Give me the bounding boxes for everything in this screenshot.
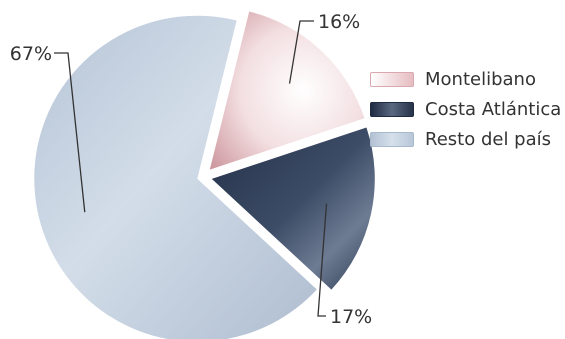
legend-label-resto-del-pais: Resto del país [425, 128, 551, 150]
pie-label-resto-del-pais: 67% [10, 43, 52, 65]
legend-item-resto-del-pais: Resto del país [370, 124, 561, 154]
pie-slice-montelibano [209, 11, 365, 170]
legend-swatch-resto-del-pais [370, 131, 414, 147]
leader-line-resto-del-pais [54, 52, 86, 213]
legend-label-costa-atlantica: Costa Atlántica [425, 98, 562, 120]
legend-swatch-costa-atlantica [370, 101, 414, 117]
pie-slice-resto-del-pais [34, 15, 317, 339]
legend-item-costa-atlantica: Costa Atlántica [370, 94, 561, 124]
legend: Montelibano Costa Atlántica Resto del pa… [370, 64, 561, 154]
pie-label-costa-atlantica: 17% [330, 306, 372, 328]
pie-label-montelibano: 16% [318, 11, 360, 33]
legend-swatch-montelibano [370, 71, 414, 87]
pie-slice-costa-atlantica [211, 127, 375, 290]
legend-item-montelibano: Montelibano [370, 64, 561, 94]
legend-label-montelibano: Montelibano [425, 68, 536, 90]
leader-line-costa-atlantica [317, 203, 328, 317]
leader-line-montelibano [288, 20, 314, 84]
